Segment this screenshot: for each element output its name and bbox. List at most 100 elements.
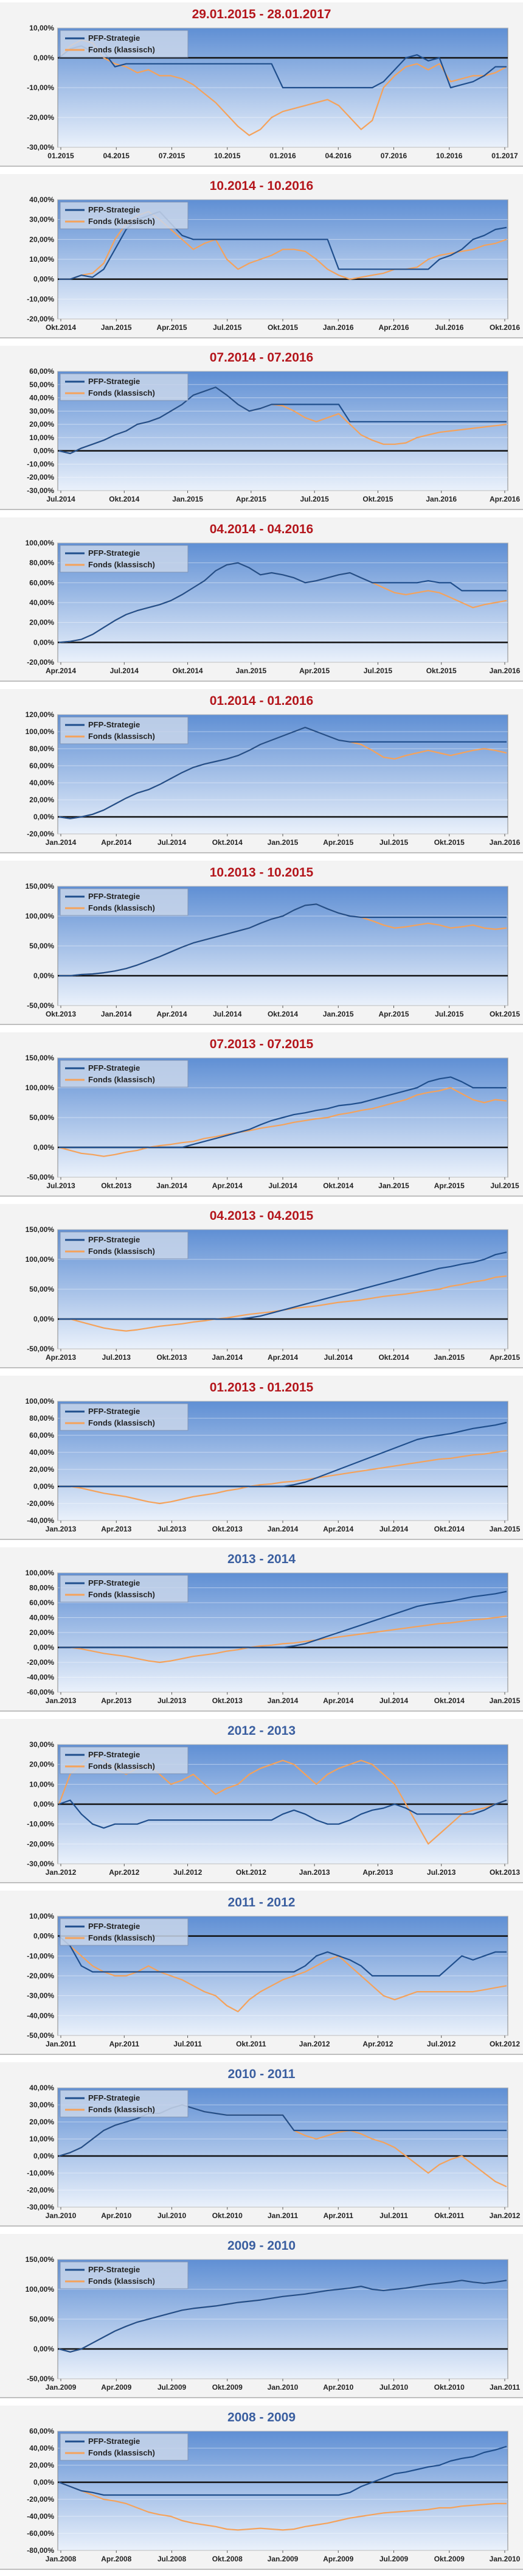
y-tick-label: -10,00% <box>27 2169 54 2177</box>
y-tick-label: 0,00% <box>33 2345 54 2353</box>
y-tick-label: -20,00% <box>27 2495 54 2504</box>
y-tick-label: 0,00% <box>33 1143 54 1152</box>
chart-title: 07.2014 - 07.2016 <box>209 351 314 365</box>
x-tick-label: Apr.2011 <box>109 2040 140 2048</box>
x-tick-label: Jul.2008 <box>158 2555 187 2563</box>
y-tick-label: 150,00% <box>26 1225 55 1234</box>
y-tick-label: 60,00% <box>29 367 54 376</box>
legend-label: Fonds (klassisch) <box>88 1075 155 1084</box>
y-tick-label: 0,00% <box>33 1800 54 1808</box>
legend-box <box>60 30 189 58</box>
x-tick-label: Jul.2014 <box>46 495 75 503</box>
legend-label: PFP-Strategie <box>88 1578 140 1587</box>
chart-panel: 2009 - 2010 150,00% 100,00% 50,00% 0,00% -50,… <box>0 2234 523 2398</box>
y-tick-label: 10,00% <box>29 433 54 442</box>
y-tick-label: -20,00% <box>27 2186 54 2194</box>
chart-title: 10.2014 - 10.2016 <box>209 179 314 193</box>
x-tick-label: Apr.2014 <box>156 1010 187 1018</box>
x-tick-label: Apr.2013 <box>101 1696 131 1705</box>
y-tick-label: -50,00% <box>27 1001 54 1010</box>
x-tick-label: Okt.2012 <box>236 1868 266 1877</box>
series-line-fonds-klassisch <box>58 39 507 136</box>
y-tick-label: 0,00% <box>33 1643 54 1652</box>
y-tick-label: -30,00% <box>27 143 54 152</box>
series-line-fonds-klassisch <box>58 2481 507 2531</box>
chart-title: 29.01.2015 - 28.01.2017 <box>192 7 331 21</box>
chart-title: 04.2013 - 04.2015 <box>209 1209 314 1223</box>
y-tick-label: 30,00% <box>29 2101 54 2109</box>
series-line-fonds-klassisch <box>58 1087 507 1157</box>
series-line-pfp-strategie <box>58 726 507 819</box>
chart-panel: 2011 - 2012 10,00% 0,00% -10,00% -20,00% -30,… <box>0 1891 523 2055</box>
y-tick-label: 0,00% <box>33 813 54 821</box>
y-tick-label: -20,00% <box>27 315 54 323</box>
y-tick-label: -80,00% <box>27 2546 54 2555</box>
legend: PFP-Strategie Fonds (klassisch) <box>60 30 189 58</box>
x-tick-label: Okt.2015 <box>490 1010 520 1018</box>
y-tick-label: 60,00% <box>29 578 54 587</box>
chart-title: 2012 - 2013 <box>227 1724 296 1738</box>
x-tick-label: Jan.2016 <box>323 323 354 332</box>
series-line-fonds-klassisch <box>59 1450 507 1505</box>
legend: PFP-Strategie Fonds (klassisch) <box>60 1575 189 1603</box>
x-tick-label: Jul.2015 <box>490 1181 519 1190</box>
x-tick-label: Apr.2014 <box>101 838 131 847</box>
legend-label: Fonds (klassisch) <box>88 1762 155 1771</box>
y-tick-label: 50,00% <box>29 2315 54 2323</box>
legend-label: PFP-Strategie <box>88 2265 140 2274</box>
x-tick-label: Jan.2016 <box>490 838 521 847</box>
x-tick-label: Jul.2015 <box>213 323 242 332</box>
chart-svg: 100,00% 80,00% 60,00% 40,00% 20,00% 0,00% -20,… <box>26 1569 521 1705</box>
y-tick-label: -40,00% <box>27 2011 54 2020</box>
x-tick-label: Jan.2015 <box>172 495 203 503</box>
x-tick-label: Apr.2015 <box>236 495 266 503</box>
x-tick-label: Apr.2015 <box>378 1010 409 1018</box>
y-tick-label: 30,00% <box>29 1740 54 1749</box>
x-tick-label: 01.2015 <box>47 152 74 160</box>
legend-box <box>60 545 189 573</box>
y-tick-label: 80,00% <box>29 1414 54 1423</box>
y-tick-label: 0,00% <box>33 275 54 284</box>
y-tick-label: 0,00% <box>33 1315 54 1323</box>
y-tick-label: 40,00% <box>29 195 54 204</box>
x-tick-label: Jul.2013 <box>46 1181 75 1190</box>
chart-panel: 2010 - 2011 40,00% 30,00% 20,00% 10,00% 0,00%… <box>0 2062 523 2227</box>
x-tick-label: Jan.2011 <box>46 2040 76 2048</box>
x-tick-label: Okt.2015 <box>268 323 298 332</box>
x-tick-label: Okt.2014 <box>268 1010 298 1018</box>
series-line-pfp-strategie <box>59 1251 507 1320</box>
x-tick-label: Jan.2013 <box>299 1868 330 1877</box>
legend: PFP-Strategie Fonds (klassisch) <box>60 1746 189 1774</box>
x-tick-label: Apr.2014 <box>268 1353 298 1362</box>
x-tick-label: Okt.2014 <box>378 1353 409 1362</box>
legend-label: Fonds (klassisch) <box>88 732 155 741</box>
x-tick-label: Jan.2012 <box>299 2040 330 2048</box>
x-tick-label: Okt.2011 <box>236 2040 266 2048</box>
chart-svg: 60,00% 50,00% 40,00% 30,00% 20,00% 10,00% 0,00… <box>27 367 520 503</box>
y-tick-label: 20,00% <box>29 420 54 429</box>
x-tick-label: Okt.2014 <box>109 495 139 503</box>
chart-title: 01.2014 - 01.2016 <box>209 694 314 708</box>
x-tick-label: Jan.2015 <box>268 838 299 847</box>
x-tick-label: Apr.2013 <box>101 1525 131 1533</box>
series-line-pfp-strategie <box>59 1421 507 1488</box>
y-tick-label: 100,00% <box>26 539 55 547</box>
x-tick-label: Jan.2009 <box>268 2555 299 2563</box>
y-tick-label: -20,00% <box>27 658 54 667</box>
series-line-pfp-strategie <box>58 562 507 643</box>
x-tick-label: 10.2015 <box>214 152 241 160</box>
x-tick-label: Jul.2014 <box>268 1181 297 1190</box>
y-tick-label: -20,00% <box>27 1839 54 1848</box>
x-tick-label: 04.2016 <box>325 152 352 160</box>
series-line-pfp-strategie <box>58 386 507 455</box>
legend-label: Fonds (klassisch) <box>88 560 155 569</box>
y-tick-label: 40,00% <box>29 2084 54 2092</box>
x-tick-label: Jul.2013 <box>427 1868 456 1877</box>
chart-title: 04.2014 - 04.2016 <box>209 522 314 536</box>
y-tick-label: -20,00% <box>27 830 54 838</box>
y-tick-label: 20,00% <box>29 796 54 804</box>
y-tick-label: 20,00% <box>29 1760 54 1769</box>
y-tick-label: 20,00% <box>29 618 54 627</box>
x-tick-label: Okt.2011 <box>434 2211 465 2220</box>
